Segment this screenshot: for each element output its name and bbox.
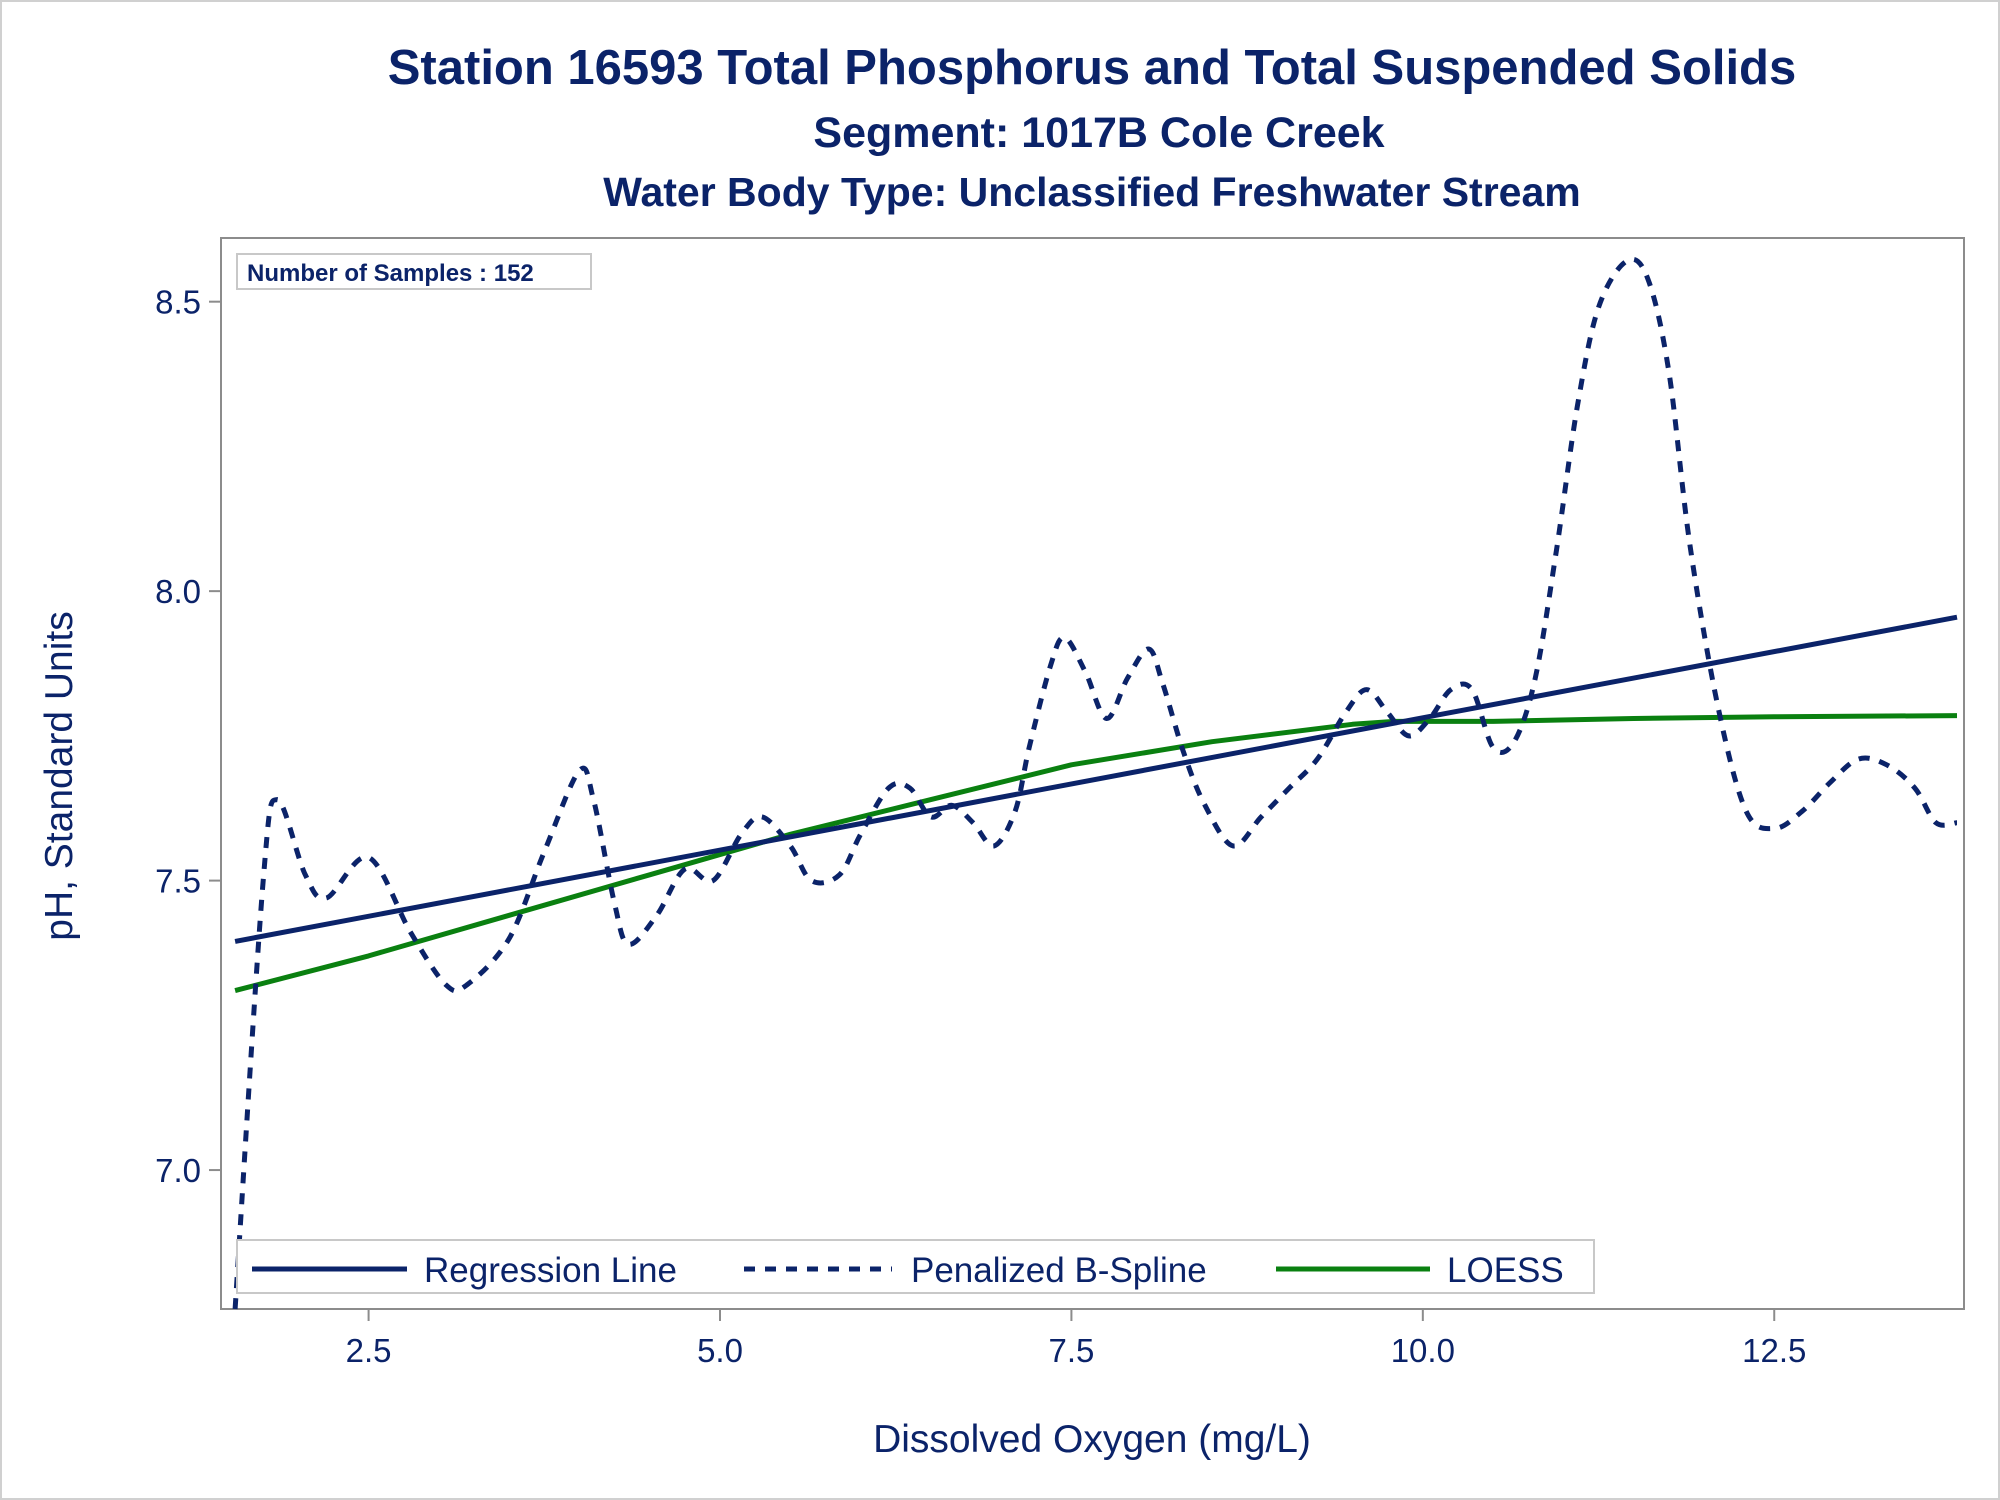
legend-label-spline: Penalized B-Spline [911,1251,1207,1290]
loess-line [234,713,1958,994]
y-tick-label: 7.0 [155,1152,201,1189]
sample-count-text: Number of Samples : 152 [247,260,534,287]
x-tick-label: 2.5 [346,1332,392,1369]
series-group [232,256,1958,1310]
y-tick-label: 8.5 [155,284,201,321]
legend-label-regression: Regression Line [424,1251,677,1290]
x-tick-label: 10.0 [1391,1332,1455,1369]
chart-title: Station 16593 Total Phosphorus and Total… [388,41,1797,95]
x-axis-label: Dissolved Oxygen (mg/L) [873,1418,1311,1461]
plot-frame [220,237,1965,1310]
regression-line [234,614,1958,944]
sample-count-frame [236,253,592,290]
y-axis-ticks: 7.0 7.5 8.0 8.5 [155,284,221,1189]
y-tick-label: 8.0 [155,573,201,610]
sample-count-box: Number of Samples : 152 [236,253,592,290]
x-tick-label: 12.5 [1742,1332,1806,1369]
legend-label-loess: LOESS [1447,1251,1564,1290]
penalized-b-spline-line [232,256,1958,1310]
x-tick-label: 5.0 [697,1332,743,1369]
chart-subtitle-segment: Segment: 1017B Cole Creek [813,109,1384,157]
x-tick-label: 7.5 [1048,1332,1094,1369]
legend: Regression Line Penalized B-Spline LOESS [236,1239,1595,1294]
x-axis-ticks: 2.5 5.0 7.5 10.0 12.5 [346,1309,1806,1369]
y-tick-label: 7.5 [155,863,201,900]
y-axis-label: pH, Standard Units [38,611,81,941]
chart-subtitle-waterbody: Water Body Type: Unclassified Freshwater… [603,169,1580,215]
plot-area: 2.5 5.0 7.5 10.0 12.5 7.0 7.5 8.0 8.5 Number of… [155,237,1965,1369]
